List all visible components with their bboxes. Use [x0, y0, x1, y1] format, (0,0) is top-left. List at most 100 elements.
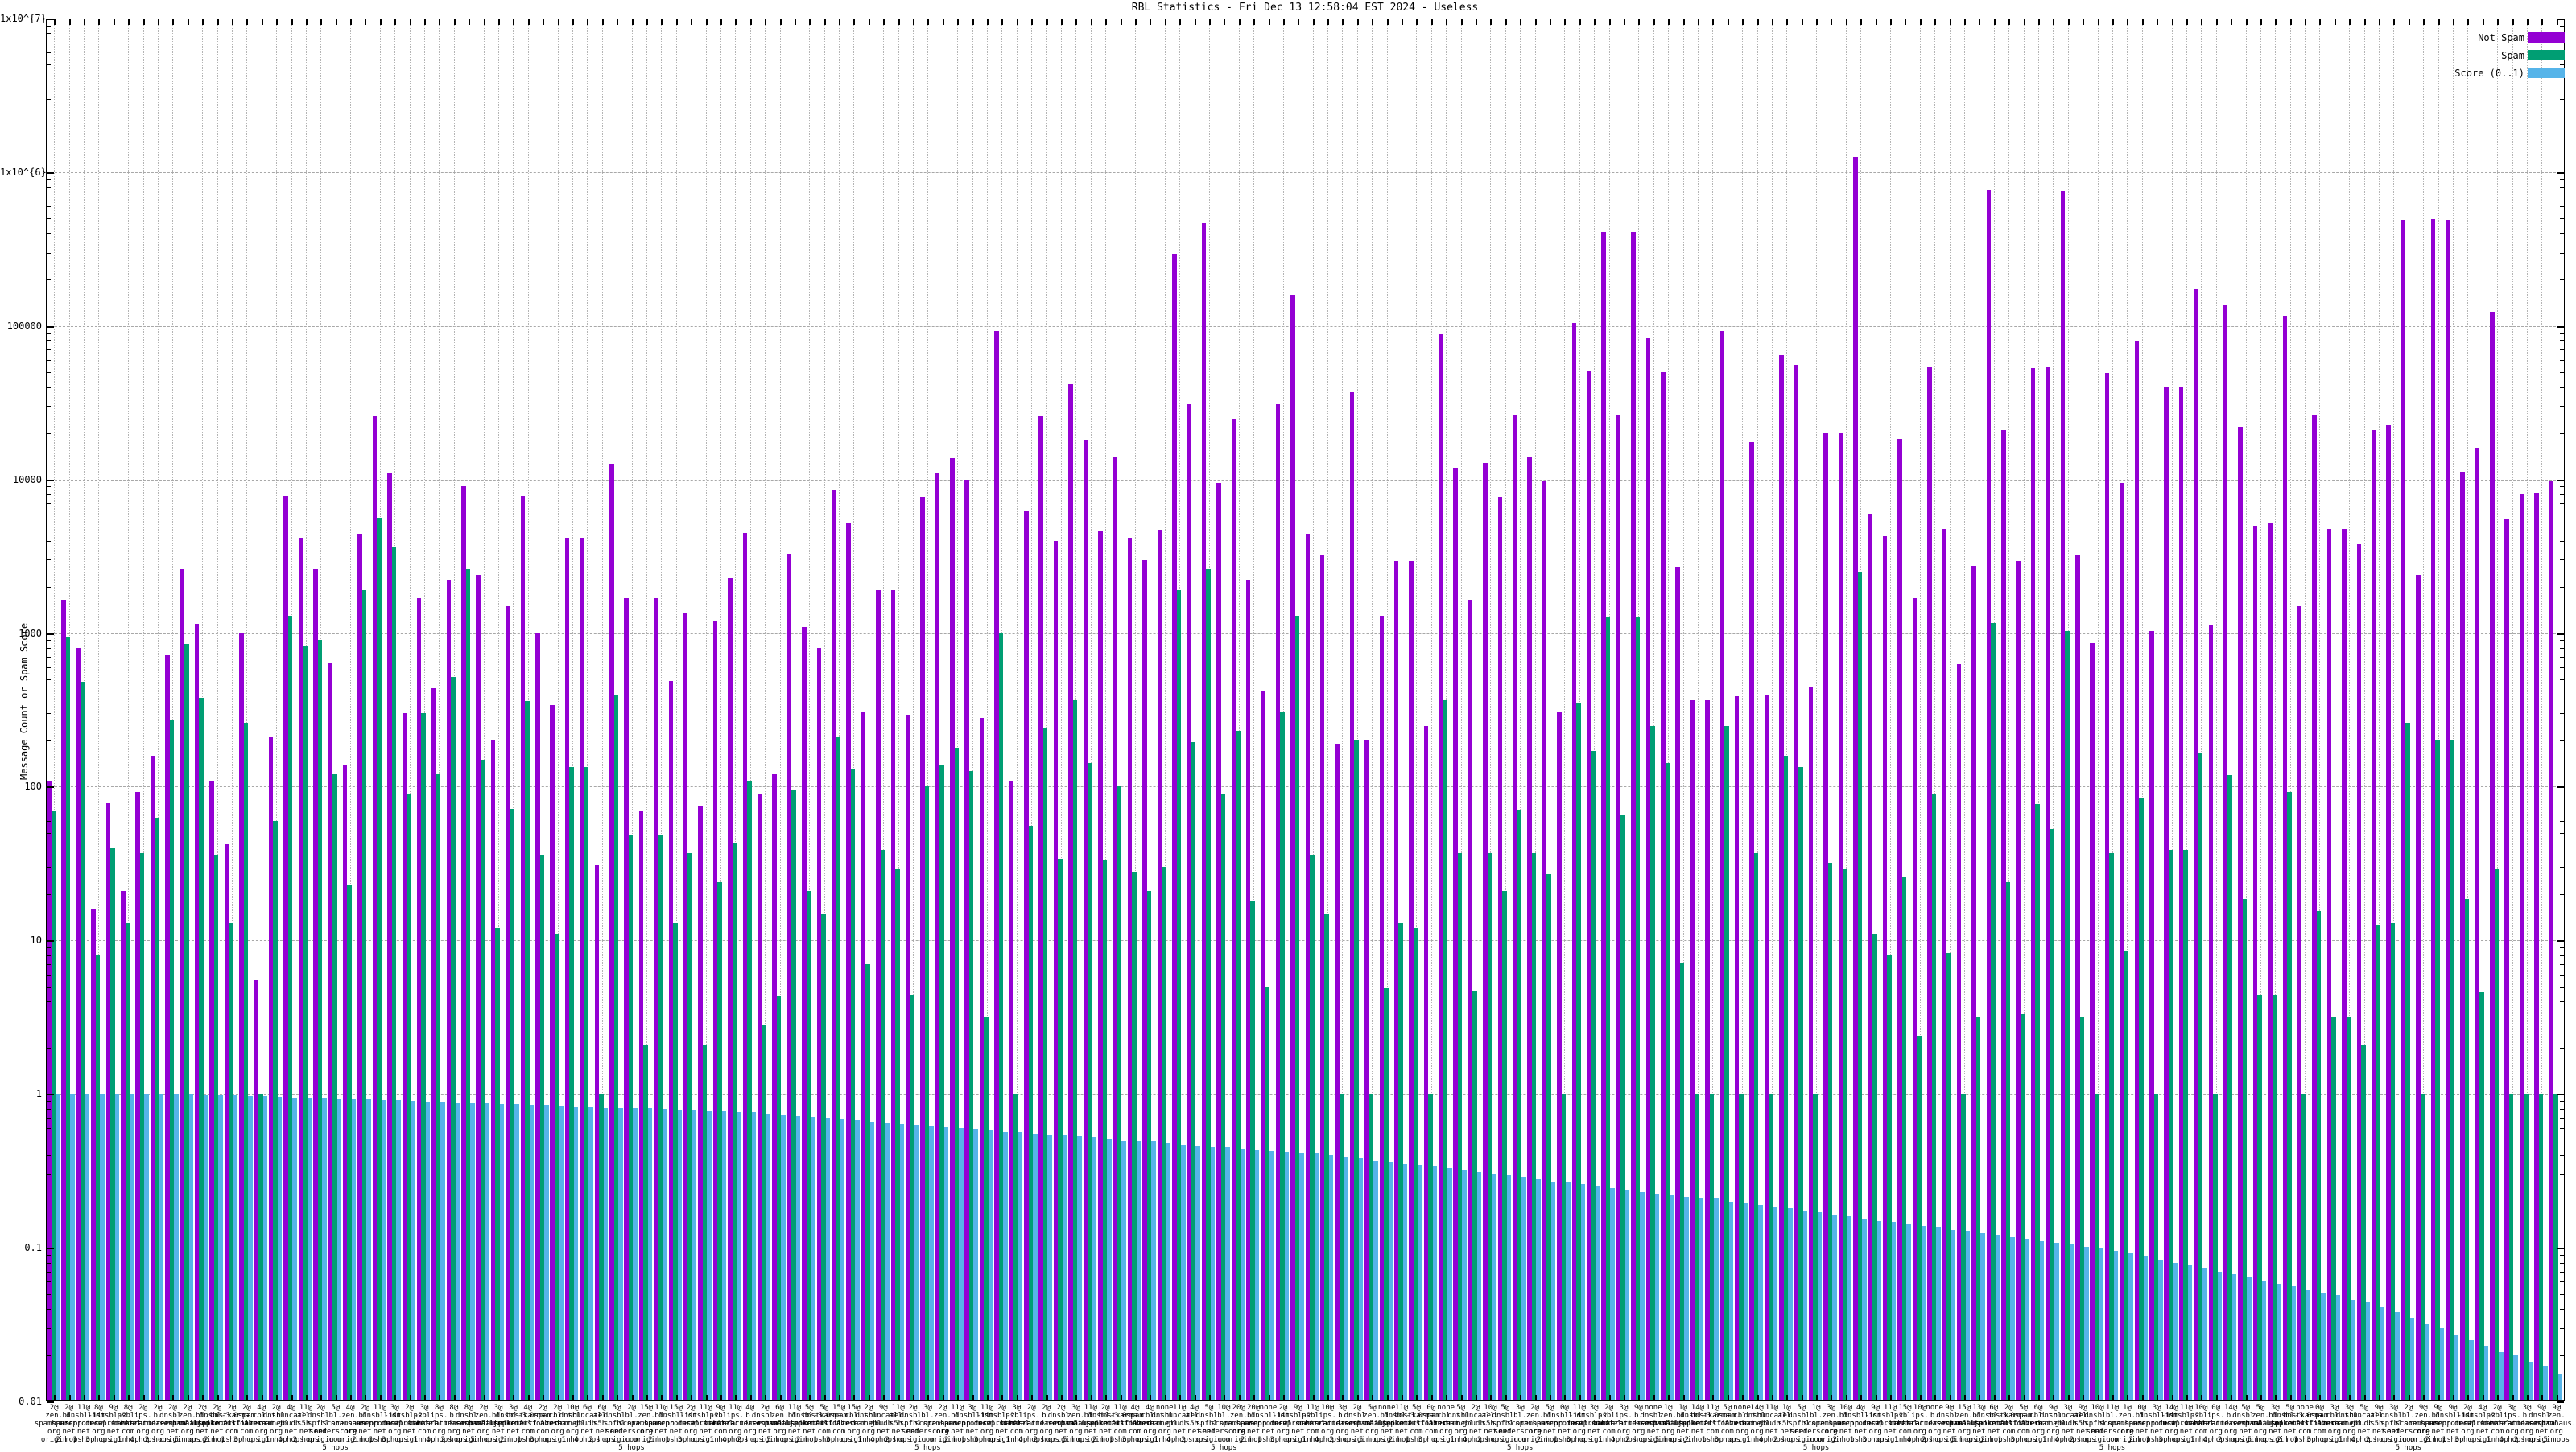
bar-spam [910, 995, 914, 1400]
bar-spam [65, 636, 71, 1400]
x-tick-label: 3@ dnsbl-2. uceprotect. net origin [1570, 1404, 1618, 1444]
x-tick [246, 1395, 249, 1401]
y-minor-tick [2560, 740, 2564, 741]
bar-not-spam [1690, 700, 1695, 1400]
x-tick [1312, 19, 1315, 25]
bar-score [2409, 1318, 2415, 1400]
bar-spam [2050, 829, 2055, 1400]
x-tick-label: 0@ ips. backscatterer. org 4 hops [2185, 1404, 2247, 1444]
y-major-tick [47, 171, 54, 174]
v-gridline [98, 19, 100, 1400]
bar-score [573, 1106, 579, 1400]
x-tick-label: 11@ dnsbl-2. uceprotect. net origin [1866, 1404, 1914, 1444]
v-gridline [1460, 19, 1462, 1400]
x-tick-label: 10@ all. s5h. net 2 hops [1477, 1404, 1504, 1444]
bar-spam [1236, 731, 1241, 1400]
bar-spam [273, 820, 278, 1400]
x-tick [2141, 1395, 2144, 1401]
bar-not-spam [2001, 430, 2006, 1400]
bar-score [1758, 1204, 1763, 1400]
y-minor-tick [2560, 1174, 2564, 1176]
bar-not-spam [2090, 643, 2095, 1400]
y-minor-tick [2560, 340, 2564, 342]
x-tick [1194, 19, 1196, 25]
y-minor-tick [2560, 494, 2564, 496]
bar-score [2483, 1346, 2489, 1400]
bar-not-spam [2238, 427, 2243, 1400]
legend-row: Spam [2423, 50, 2565, 61]
bar-score [1432, 1165, 1438, 1400]
bar-score [1284, 1152, 1290, 1400]
bar-not-spam [2445, 220, 2450, 1400]
x-tick-label: 15@ psbl. surriel. com 1 hop [1887, 1404, 1923, 1444]
bar-score [529, 1104, 535, 1400]
x-tick [1430, 19, 1433, 25]
x-tick [2319, 19, 2322, 25]
x-tick [2438, 1395, 2440, 1401]
bar-score [559, 1105, 564, 1400]
bar-not-spam [1838, 433, 1843, 1400]
x-tick-label: 1@ zen. spamhaus. org 5 hops [1648, 1404, 1688, 1444]
bar-spam [1769, 1094, 1773, 1400]
x-tick [1001, 1395, 1004, 1401]
x-tick [839, 19, 841, 25]
x-tick-label: none dnsbl-1. uceprotect. net 1 hop [1244, 1404, 1293, 1444]
bar-score [1714, 1198, 1719, 1400]
bar-score [218, 1095, 223, 1400]
x-tick [1801, 1395, 1803, 1401]
x-tick-label: 11@ all. s5h. net 2 hops [292, 1404, 320, 1444]
bar-spam [1072, 700, 1078, 1400]
x-tick [2453, 19, 2455, 25]
x-tick-label: 3@ bl. score. senderscore. com 5 hops [1493, 1404, 1546, 1452]
v-gridline [572, 19, 573, 1400]
v-gridline [1312, 19, 1314, 1400]
x-tick-label: 0@ bl. spamcop. net 2 hops [2124, 1404, 2160, 1444]
x-tick-label: 5@ dnsbl. sorbs. net origin [2232, 1404, 2259, 1444]
bar-spam [2376, 924, 2380, 1400]
y-minor-tick [2560, 187, 2564, 188]
bar-spam [436, 774, 441, 1400]
x-tick-label: 2@ b. barracudacentral. org 2 hops [120, 1404, 196, 1444]
v-gridline [1668, 19, 1670, 1400]
bar-score [85, 1094, 90, 1400]
x-tick [469, 19, 471, 25]
x-tick [1105, 19, 1108, 25]
x-tick-label: 5@ dnsbl. spfbl. net origin [1492, 1404, 1519, 1444]
x-tick [2541, 1395, 2544, 1401]
v-gridline [2379, 19, 2380, 1400]
x-tick-label: 2@ zen. spamhaus. org 5 hops [167, 1404, 208, 1444]
bar-not-spam [1868, 514, 1872, 1400]
bar-not-spam [950, 458, 955, 1400]
x-tick [2127, 1395, 2129, 1401]
v-gridline [172, 19, 174, 1400]
x-tick [868, 1395, 870, 1401]
y-minor-tick [47, 955, 51, 956]
bar-not-spam [550, 705, 555, 1400]
bar-spam [2168, 849, 2174, 1400]
bar-score [1550, 1181, 1556, 1400]
bar-score [2231, 1274, 2237, 1400]
x-tick-label: 11@ psbl. surriel. com 1 hop [1295, 1404, 1331, 1444]
y-minor-tick [47, 1355, 51, 1356]
bar-not-spam [905, 714, 910, 1400]
bar-not-spam [431, 687, 436, 1400]
v-gridline [498, 19, 500, 1400]
y-minor-tick [47, 832, 51, 834]
bar-spam [687, 852, 692, 1400]
x-tick [1372, 1395, 1374, 1401]
bar-spam [2405, 723, 2410, 1400]
x-tick [453, 19, 456, 25]
x-tick-label: 2@ list. dnswl. org 3 hops [2454, 1404, 2481, 1444]
bar-spam [2020, 1014, 2025, 1400]
bar-not-spam [209, 780, 214, 1400]
y-minor-tick [47, 587, 51, 588]
bar-not-spam [2519, 494, 2524, 1400]
v-gridline [646, 19, 647, 1400]
bar-spam [673, 922, 678, 1400]
y-minor-tick [2560, 867, 2564, 868]
x-tick [691, 19, 693, 25]
v-gridline [2512, 19, 2513, 1400]
bar-spam [2065, 631, 2070, 1400]
x-tick [424, 19, 427, 25]
x-tick-label: 2@ ips. backscatterer. org 4 hops [112, 1404, 174, 1444]
